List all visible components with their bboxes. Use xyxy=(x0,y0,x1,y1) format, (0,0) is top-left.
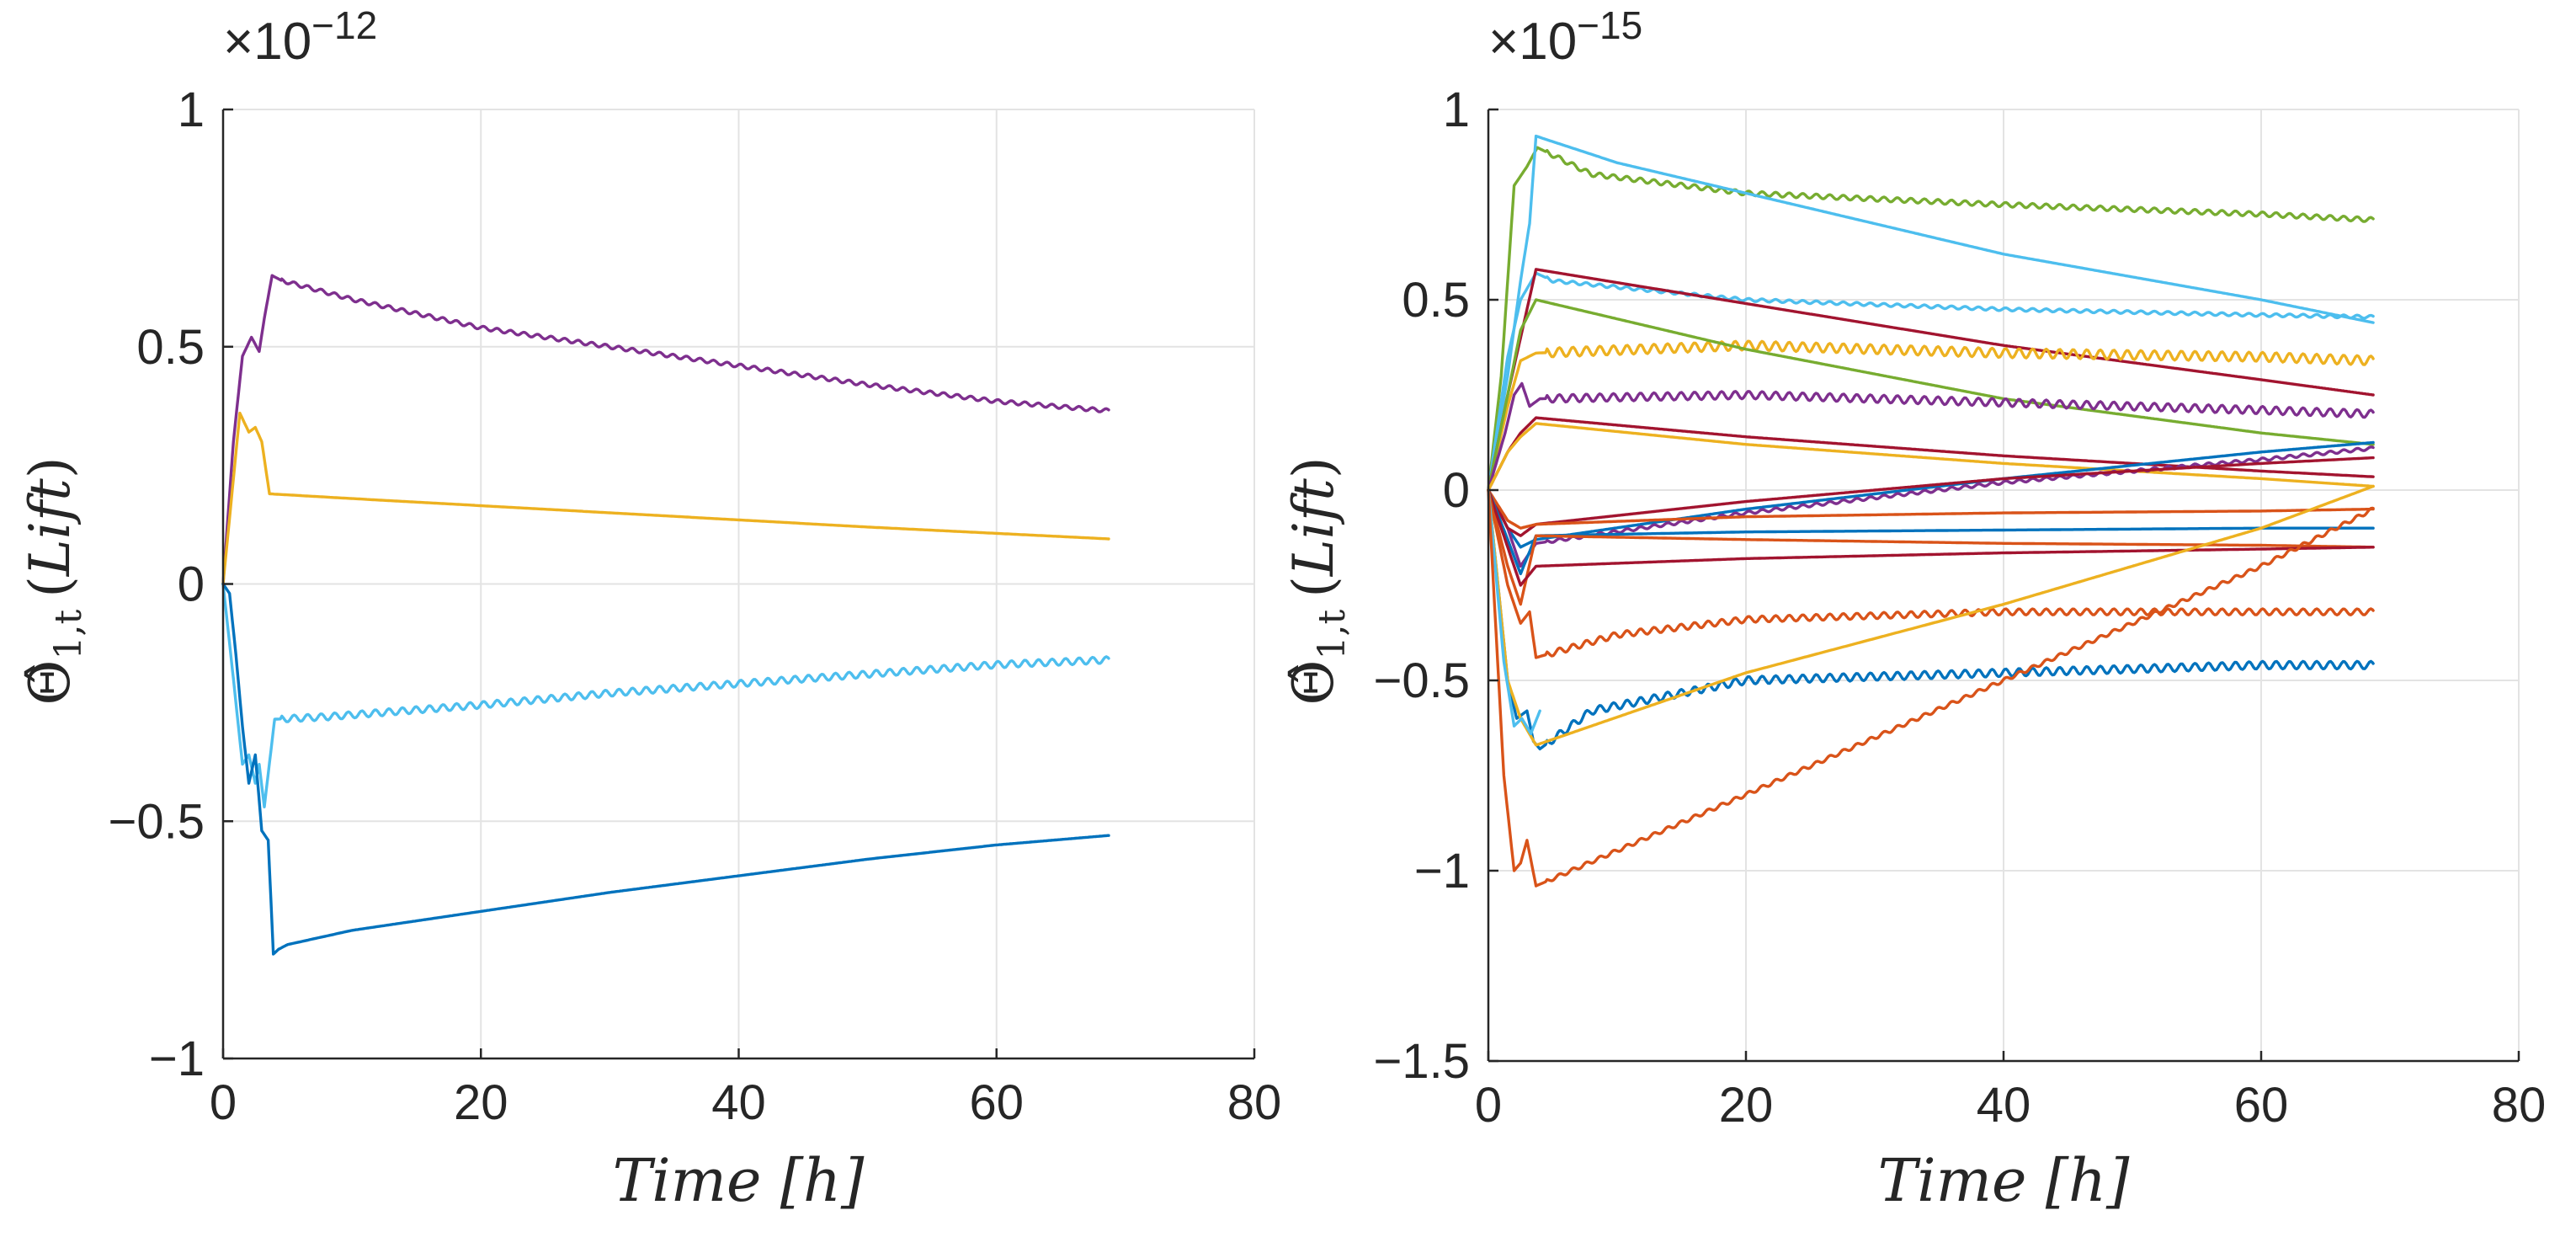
right-series-r13 xyxy=(1487,488,2375,530)
left-ylabel-subscript: 1,t xyxy=(47,609,90,659)
left-y-tick-label: −1 xyxy=(149,1032,205,1086)
right-series-r10 xyxy=(1487,440,2375,549)
left-y-exponent: ×10−12 xyxy=(223,3,377,71)
right-tick-labels: 0 20 40 60 80 −1.5 −1 −0.5 0 0.5 1 xyxy=(1374,83,2547,1133)
left-y-axis-label: Θ̂1,t (Lift) xyxy=(18,456,90,705)
right-series-group xyxy=(1487,134,2375,888)
right-y-tick-label: 0 xyxy=(1443,463,1470,518)
left-x-axis-label: Time [h] xyxy=(613,1146,865,1215)
left-series-s1 xyxy=(221,274,1110,586)
left-chart-panel: 0 20 40 60 80 −1 −0.5 0 0.5 1 ×10−12 Time [h] Θ̂1… xyxy=(18,3,1281,1215)
left-x-tick-label: 60 xyxy=(969,1075,1024,1130)
right-x-tick-label: 20 xyxy=(1719,1078,1774,1133)
left-x-tick-label: 40 xyxy=(711,1075,766,1130)
right-series-r7 xyxy=(1487,381,2375,492)
right-series-r1 xyxy=(1487,146,2375,492)
left-series-group xyxy=(221,274,1110,956)
left-series-s2 xyxy=(221,411,1110,586)
right-series-r18 xyxy=(1487,488,2375,751)
right-y-exponent: ×10−15 xyxy=(1488,3,1642,71)
right-series-r3 xyxy=(1487,271,2375,492)
right-y-tick-label: 1 xyxy=(1443,83,1470,137)
left-series-s3 xyxy=(221,582,1110,808)
right-exponent-base: ×10 xyxy=(1488,13,1577,71)
right-series-r2 xyxy=(1487,134,2375,492)
right-series-r20 xyxy=(1487,488,1541,735)
left-y-tick-label: 1 xyxy=(178,83,205,137)
right-series-r9 xyxy=(1487,422,2375,492)
left-ylabel-theta: Θ̂ xyxy=(18,659,82,705)
right-series-r8 xyxy=(1487,416,2375,492)
right-series-r5 xyxy=(1487,339,2375,492)
right-series-r4 xyxy=(1487,268,2375,492)
right-y-tick-label: 0.5 xyxy=(1402,273,1470,328)
right-ylabel-word: Lift xyxy=(1281,478,1346,577)
right-chart-panel: 0 20 40 60 80 −1.5 −1 −0.5 0 0.5 1 ×10−15 Time [h]… xyxy=(1281,3,2546,1215)
right-x-tick-label: 40 xyxy=(1977,1078,2031,1133)
left-tick-labels: 0 20 40 60 80 −1 −0.5 0 0.5 1 xyxy=(109,83,1282,1130)
right-ylabel-subscript: 1,t xyxy=(1311,609,1354,659)
right-grid xyxy=(1488,109,2520,1061)
left-x-tick-label: 20 xyxy=(454,1075,508,1130)
left-grid xyxy=(223,109,1255,1058)
right-ylabel-theta: Θ̂ xyxy=(1281,659,1346,705)
right-x-tick-label: 0 xyxy=(1475,1078,1502,1133)
left-axes xyxy=(221,108,1256,1060)
left-x-tick-label: 0 xyxy=(210,1075,237,1130)
left-y-tick-label: −0.5 xyxy=(109,794,205,849)
right-y-tick-label: −0.5 xyxy=(1374,653,1471,708)
right-x-tick-label: 60 xyxy=(2234,1078,2289,1133)
right-series-r21 xyxy=(1487,488,2375,888)
right-series-r17 xyxy=(1487,488,2375,659)
left-y-tick-label: 0.5 xyxy=(136,320,205,375)
left-series-s4 xyxy=(221,582,1110,956)
right-y-axis-label: Θ̂1,t (Lift) xyxy=(1281,456,1354,705)
left-y-tick-label: 0 xyxy=(178,557,205,612)
right-y-tick-label: −1.5 xyxy=(1374,1034,1471,1089)
right-series-r14 xyxy=(1487,488,2375,576)
right-exponent-power: −15 xyxy=(1577,3,1642,47)
right-ylabel-paren-close: ) xyxy=(1281,456,1346,478)
left-ylabel-paren-close: ) xyxy=(18,456,82,478)
left-exponent-base: ×10 xyxy=(223,13,311,71)
right-x-tick-label: 80 xyxy=(2492,1078,2547,1133)
right-ylabel-paren-open: ( xyxy=(1281,576,1346,598)
right-series-r15 xyxy=(1487,488,2375,606)
right-y-tick-label: −1 xyxy=(1414,844,1470,898)
right-series-r11 xyxy=(1487,445,2375,568)
right-series-r16 xyxy=(1487,488,2375,587)
right-series-r19 xyxy=(1487,484,2375,747)
right-axes xyxy=(1487,108,2520,1063)
left-x-tick-label: 80 xyxy=(1227,1075,1282,1130)
right-series-r12 xyxy=(1487,456,2375,537)
left-ylabel-paren-open: ( xyxy=(18,576,82,598)
left-exponent-power: −12 xyxy=(311,3,377,47)
left-ylabel-word: Lift xyxy=(18,478,82,577)
right-x-axis-label: Time [h] xyxy=(1878,1146,2131,1215)
right-series-r6 xyxy=(1487,298,2375,492)
